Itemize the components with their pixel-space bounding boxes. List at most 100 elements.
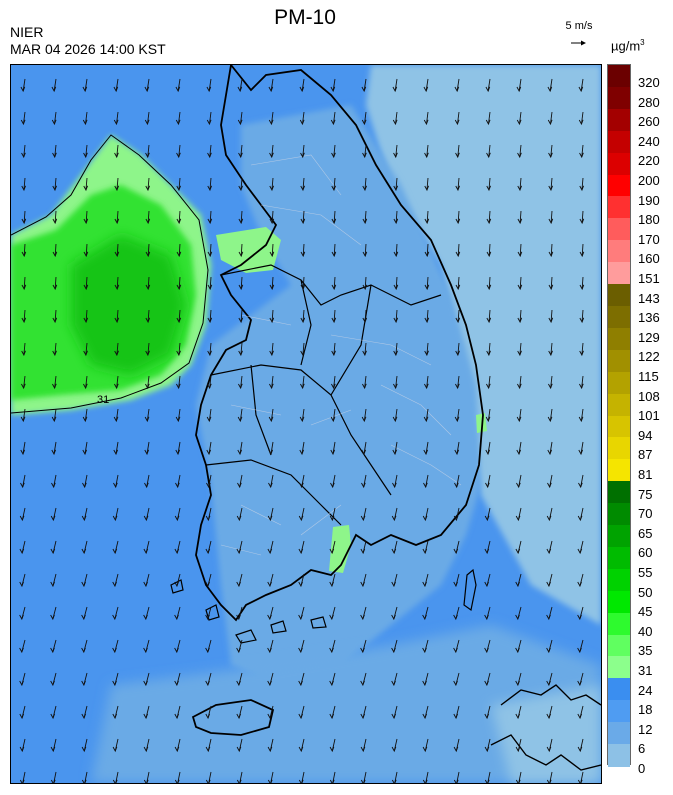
wind-arrow xyxy=(209,111,212,125)
wind-arrow-head xyxy=(391,515,397,522)
wind-arrow-head xyxy=(21,350,26,357)
wind-arrow-head xyxy=(176,350,181,357)
wind-arrow xyxy=(581,144,584,158)
wind-arrow-head xyxy=(268,86,274,93)
org-label: NIER xyxy=(10,24,44,40)
colorbar-tick-label: 55 xyxy=(638,565,653,580)
wind-arrow-head xyxy=(484,680,489,687)
wind-arrow-head xyxy=(455,152,460,159)
wind-arrow-head xyxy=(453,614,458,621)
wind-arrow xyxy=(240,111,243,125)
wind-arrow-head xyxy=(422,614,427,621)
wind-arrow-head xyxy=(454,482,459,489)
wind-arrow-head xyxy=(547,482,552,489)
wind-arrow xyxy=(178,210,181,224)
wind-arrow xyxy=(581,276,584,290)
colorbar-swatch xyxy=(608,349,630,373)
wind-arrow-head xyxy=(485,86,491,93)
wind-arrow-head xyxy=(546,746,552,753)
wind-arrow xyxy=(209,177,212,191)
wind-arrow-head xyxy=(329,779,335,783)
wind-arrow-head xyxy=(50,548,56,555)
province-border xyxy=(205,264,442,526)
wind-arrow-head xyxy=(300,185,305,192)
wind-arrow-head xyxy=(83,185,88,192)
wind-arrow-head xyxy=(453,713,459,720)
wind-arrow-head xyxy=(298,614,303,621)
wind-arrow-head xyxy=(51,416,57,423)
wind-arrow-head xyxy=(423,449,429,456)
wind-arrow-head xyxy=(362,152,367,159)
wind-arrow-head xyxy=(579,185,584,192)
wind-arrow xyxy=(550,111,553,125)
wind-arrow-head xyxy=(174,614,179,621)
wind-arrow-head xyxy=(174,680,179,687)
wind-arrow-head xyxy=(144,482,149,489)
wind-arrow-head xyxy=(393,350,398,357)
wind-arrow-head xyxy=(236,581,241,588)
colorbar-tick-label: 50 xyxy=(638,584,653,600)
wind-arrow-head xyxy=(331,218,337,225)
wind-arrow xyxy=(519,177,522,191)
colorbar-tick-label: 280 xyxy=(638,94,660,110)
wind-arrow xyxy=(85,342,88,356)
wind-arrow-head xyxy=(577,647,582,654)
wind-arrow-head xyxy=(205,515,211,522)
wind-arrow-head xyxy=(548,350,553,357)
wind-arrow-head xyxy=(207,185,212,192)
wind-arrow-head xyxy=(486,383,491,390)
wind-arrow-head xyxy=(175,449,181,456)
wind-arrow xyxy=(301,408,305,422)
wind-arrow-head xyxy=(207,251,213,258)
wind-arrow-head xyxy=(50,581,55,588)
wind-arrow-head xyxy=(391,581,396,588)
wind-arrow xyxy=(116,111,119,125)
wind-arrow-head xyxy=(393,383,398,390)
colorbar-swatch xyxy=(608,262,630,285)
wind-arrow-head xyxy=(20,449,26,456)
wind-arrow-head xyxy=(517,152,522,159)
wind-arrow-head xyxy=(300,251,306,258)
wind-arrow-head xyxy=(237,449,243,456)
wind-arrow xyxy=(240,276,243,290)
wind-arrow-head xyxy=(145,284,151,291)
wind-arrow xyxy=(147,177,150,191)
colorbar-tick-label: 18 xyxy=(638,702,653,718)
wind-arrow-head xyxy=(548,317,554,324)
colorbar-tick-label: 220 xyxy=(638,153,660,169)
colorbar-swatch xyxy=(608,678,630,701)
wind-arrow-head xyxy=(362,185,367,192)
wind-arrow-head xyxy=(484,548,490,555)
wind-arrow xyxy=(85,243,88,257)
wind-arrow xyxy=(209,276,212,290)
wind-arrow-head xyxy=(330,416,336,423)
wind-arrow-head xyxy=(19,647,24,654)
wind-arrow-head xyxy=(114,383,119,390)
wind-arrow-head xyxy=(145,152,150,159)
wind-arrow-head xyxy=(329,647,334,654)
wind-arrow-head xyxy=(113,416,119,423)
wind-arrow-head xyxy=(455,251,461,258)
wind-arrow xyxy=(488,309,491,323)
wind-arrow-head xyxy=(484,515,490,522)
colorbar-tick-label: 122 xyxy=(638,349,660,365)
wind-arrow xyxy=(395,276,398,290)
wind-arrow-head xyxy=(300,152,305,159)
wind-arrow-head xyxy=(112,548,118,555)
wind-arrow xyxy=(209,144,212,158)
wind-arrow-head xyxy=(392,482,397,489)
wind-arrow xyxy=(23,342,26,356)
colorbar-tick-label: 6 xyxy=(638,741,646,757)
wind-arrow-head xyxy=(205,647,210,654)
wind-arrow xyxy=(84,408,88,422)
wind-arrow-head xyxy=(298,680,303,687)
wind-arrow-head xyxy=(52,350,57,357)
wind-arrow-head xyxy=(577,548,583,555)
wind-arrow xyxy=(426,177,429,191)
wind-arrow-head xyxy=(393,152,398,159)
timestamp-label: MAR 04 2026 14:00 KST xyxy=(10,41,166,57)
wind-arrow-head xyxy=(238,218,244,225)
wind-arrow-head xyxy=(548,383,553,390)
wind-arrow-head xyxy=(267,581,272,588)
wind-arrow-head xyxy=(145,251,151,258)
